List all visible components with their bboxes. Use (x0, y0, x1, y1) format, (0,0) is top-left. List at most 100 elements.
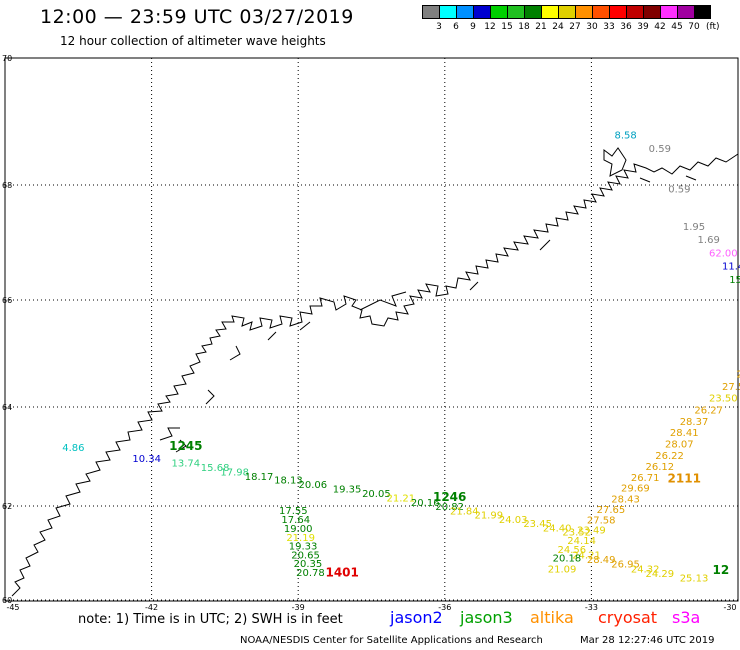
color-scale-tick: 18 (518, 22, 530, 32)
wave-height-point: 28.37 (680, 417, 709, 428)
color-scale-tick: 33 (603, 22, 615, 32)
wave-height-point: 20.16 (411, 498, 440, 509)
wave-height-point: 24.56 (558, 545, 587, 556)
wave-height-point: 20.18 (553, 553, 582, 564)
pass-time-label: 12 (713, 563, 730, 577)
satellite-pass-times: 1245 1246 1401 2111 12 (169, 439, 729, 579)
wave-height-point: 1.95 (683, 222, 705, 233)
wave-height-point: 19.33 (289, 542, 318, 553)
wave-height-point: 27.58 (587, 515, 616, 526)
latitude-label: 64 (2, 403, 12, 412)
legend-jason2: jason2 (390, 608, 443, 627)
color-swatch (422, 5, 439, 19)
wave-height-point: 24.40 (543, 523, 572, 534)
color-scale-unit: (ft) (706, 22, 720, 32)
color-swatch (507, 5, 524, 19)
wave-height-point: 19.35 (333, 485, 362, 496)
wave-height-point: 20.78 (296, 568, 325, 579)
wave-height-point: 20.65 (291, 551, 320, 562)
longitude-label: -36 (438, 603, 451, 612)
pass-time-label: 2111 (668, 472, 701, 486)
legend-jason3: jason3 (460, 608, 513, 627)
wave-height-point: 20.06 (299, 480, 328, 491)
wave-height-point: 27.5 (722, 382, 740, 393)
latitude-label: 68 (2, 181, 12, 190)
wave-height-point: 21.84 (450, 506, 479, 517)
color-swatch (609, 5, 626, 19)
color-swatch (541, 5, 558, 19)
latitude-label: 70 (2, 54, 12, 63)
wave-height-point: 28.07 (665, 440, 694, 451)
color-scale-tick: 24 (552, 22, 564, 32)
wave-height-point: 28 (737, 370, 740, 381)
color-swatch (660, 5, 677, 19)
color-scale-tick: 27 (569, 22, 581, 32)
wave-height-point: 21.21 (386, 494, 415, 505)
wave-height-point: 24.03 (499, 515, 528, 526)
color-scale-tick: 12 (484, 22, 496, 32)
color-swatch (643, 5, 660, 19)
wave-height-point: 27.65 (597, 505, 626, 516)
wave-height-point: 19.00 (284, 524, 313, 535)
graticule: 70 68 66 64 62 60-45 -42 -39 -36 -33 -30 (2, 54, 739, 612)
wave-height-point: 20.82 (435, 502, 464, 513)
wave-height-point: 20.35 (294, 559, 323, 570)
wave-height-point: 0.59 (649, 144, 671, 155)
wave-height-point: 20.05 (362, 489, 391, 500)
wave-height-point: 21.19 (286, 533, 315, 544)
greenland-coastline (11, 153, 739, 597)
wave-height-point: 26.22 (655, 451, 684, 462)
wave-height-point: 17.55 (279, 506, 308, 517)
pass-time-label: 1246 (433, 490, 466, 504)
wave-height-point: 29.69 (621, 484, 650, 495)
wave-height-point: 23.52 (562, 528, 591, 539)
wave-height-point: 4.86 (62, 443, 84, 454)
color-scale-tick: 6 (453, 22, 459, 32)
page-subtitle: 12 hour collection of altimeter wave hei… (60, 34, 326, 48)
generation-timestamp: Mar 28 12:27:46 UTC 2019 (580, 635, 715, 646)
wave-height-point: 62.00 (709, 248, 738, 259)
latitude-label: 60 (2, 596, 12, 605)
map-frame (4, 57, 739, 602)
color-scale-tick: 3 (436, 22, 442, 32)
longitude-label: -39 (292, 603, 305, 612)
color-scale-tick: 36 (620, 22, 632, 32)
color-scale-tick: 9 (470, 22, 476, 32)
color-swatch (473, 5, 490, 19)
legend-s3a: s3a (672, 608, 701, 627)
color-swatch (490, 5, 507, 19)
wave-height-point: 24.32 (631, 564, 660, 575)
legend-cryosat: cryosat (598, 608, 658, 627)
color-swatch (626, 5, 643, 19)
color-swatch (575, 5, 592, 19)
coastline-fjords (159, 147, 697, 453)
wave-height-point: 23.50 (709, 394, 738, 405)
color-scale-bar (422, 5, 711, 19)
wave-height-point: 15 (729, 275, 740, 286)
longitude-label: -45 (6, 603, 19, 612)
wave-height-point: 17.64 (281, 515, 310, 526)
wave-height-point: 8.58 (614, 131, 636, 142)
wave-height-point: 21.99 (474, 511, 503, 522)
wave-height-point: 24.14 (567, 536, 596, 547)
color-swatch (558, 5, 575, 19)
wave-height-point: 28.41 (670, 428, 699, 439)
latitude-label: 66 (2, 296, 12, 305)
color-swatch (592, 5, 609, 19)
credit-line: NOAA/NESDIS Center for Satellite Applica… (240, 635, 543, 646)
color-scale-tick: 15 (501, 22, 513, 32)
pass-time-label: 1401 (325, 566, 358, 580)
wave-height-point: 26.12 (645, 462, 674, 473)
wave-height-point: 24.21 (572, 551, 601, 562)
wave-height-point: 24.29 (645, 569, 674, 580)
color-scale-tick: 70 (688, 22, 700, 32)
color-swatch (524, 5, 541, 19)
wave-height-point: 10.34 (132, 454, 161, 465)
color-scale-tick: 42 (654, 22, 666, 32)
wave-height-point: 17.98 (220, 467, 249, 478)
longitude-label: -33 (585, 603, 598, 612)
wave-height-point: 23.45 (523, 519, 552, 530)
footnote: note: 1) Time is in UTC; 2) SWH is in fe… (78, 612, 343, 627)
wave-height-point: 21.09 (548, 564, 577, 575)
wave-height-point: 26.27 (694, 405, 723, 416)
